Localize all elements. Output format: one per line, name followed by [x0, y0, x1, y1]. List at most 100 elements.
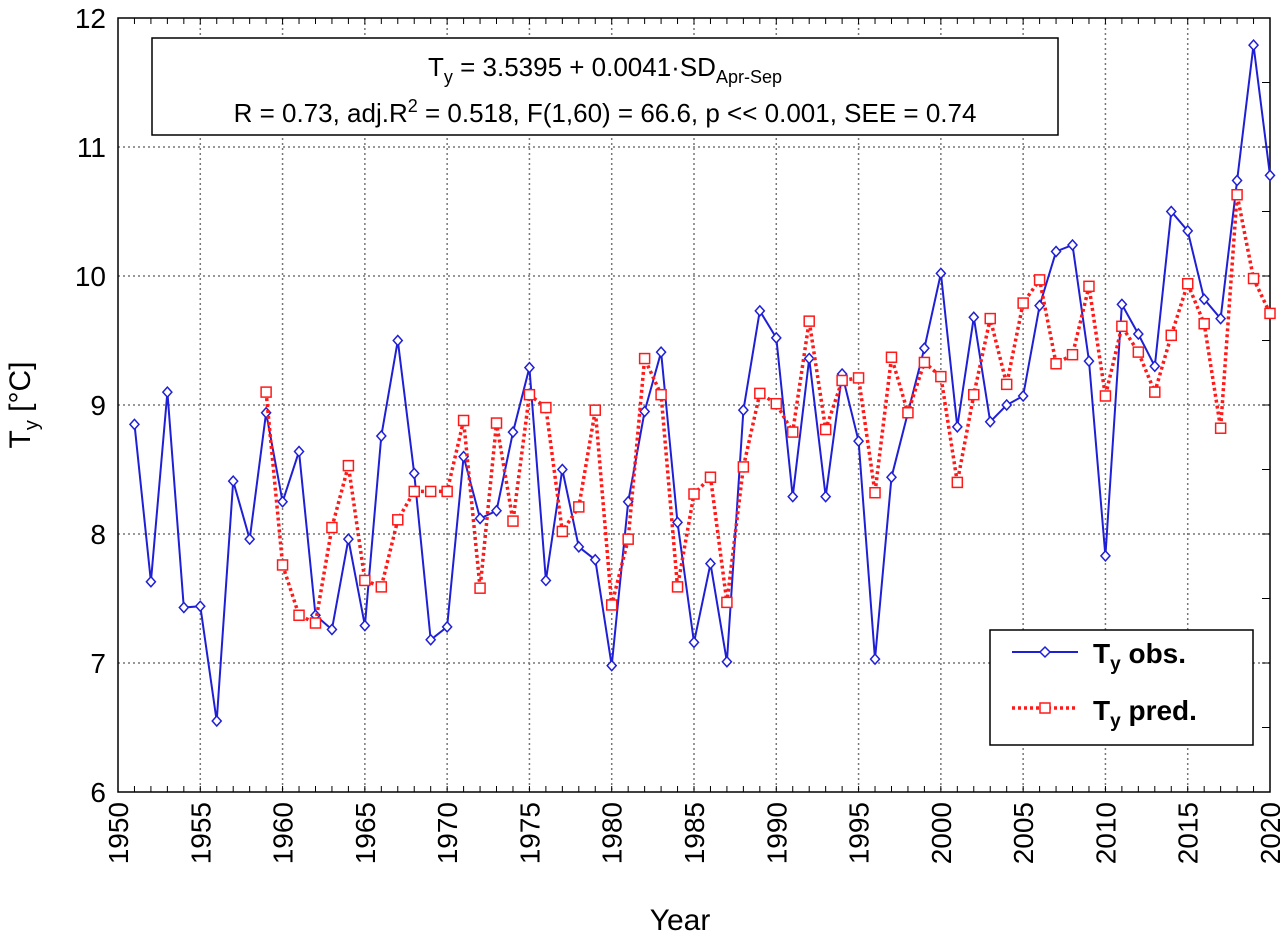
data-point-pred [1033, 274, 1046, 286]
data-point-obs [211, 714, 223, 728]
data-point-obs [918, 342, 930, 355]
data-point-pred [852, 372, 865, 384]
data-point-pred [441, 485, 453, 498]
x-tick-label: 2020 [1255, 802, 1280, 864]
regression-statistics: R = 0.73, adj.R2 = 0.518, F(1,60) = 66.6… [234, 96, 977, 128]
data-point-pred [1083, 280, 1095, 293]
data-point-obs [194, 600, 206, 613]
data-point-pred [655, 388, 667, 401]
y-tick-label: 9 [90, 390, 106, 421]
data-point-obs [573, 540, 585, 554]
data-point-obs [704, 557, 716, 570]
data-point-obs [540, 574, 552, 587]
data-point-pred [540, 401, 552, 414]
data-point-pred [523, 388, 536, 401]
data-point-obs [1067, 238, 1079, 252]
data-point-obs [1116, 298, 1128, 311]
data-point-pred [293, 609, 305, 622]
data-point-pred [968, 388, 980, 401]
data-point-obs [392, 334, 404, 347]
data-point-pred [424, 485, 437, 498]
legend-obs-marker [1038, 645, 1052, 659]
data-point-pred [1214, 422, 1227, 434]
data-point-pred [342, 459, 355, 472]
data-point-obs [474, 512, 486, 525]
data-point-obs [787, 490, 799, 503]
data-point-obs [507, 425, 519, 439]
data-point-obs [721, 655, 733, 668]
x-tick-label: 1985 [679, 802, 710, 864]
data-point-pred [276, 559, 289, 571]
data-point-obs [1182, 224, 1194, 237]
data-point-pred [1066, 348, 1079, 361]
data-point-pred [869, 486, 881, 499]
data-point-pred [507, 515, 519, 527]
data-point-obs [737, 404, 749, 417]
x-axis-label: Year [650, 904, 711, 937]
regression-equation: Ty = 3.5395 + 0.0041·SDApr-Sep [428, 52, 782, 87]
data-point-obs [1165, 205, 1177, 218]
data-point-obs [1083, 355, 1095, 368]
data-point-pred [556, 525, 569, 538]
x-tick-label: 2015 [1173, 802, 1204, 864]
x-tick-label: 1965 [350, 802, 381, 864]
y-tick-label: 6 [90, 777, 106, 808]
data-point-obs [589, 553, 601, 566]
data-point-obs [244, 533, 256, 546]
data-point-pred [754, 387, 766, 400]
data-point-obs [853, 434, 865, 448]
data-point-pred [490, 417, 503, 429]
data-point-obs [869, 653, 881, 666]
data-point-pred [836, 374, 848, 387]
data-point-obs [408, 467, 420, 480]
data-point-obs [606, 659, 618, 672]
series-line-0 [133, 44, 1271, 722]
data-point-obs [770, 331, 782, 345]
data-point-pred [737, 461, 750, 473]
data-point-pred [392, 514, 404, 526]
data-point-obs [1231, 174, 1243, 187]
data-point-obs [359, 619, 371, 632]
data-point-obs [277, 495, 289, 508]
y-tick-label: 10 [75, 261, 106, 292]
annotation-box: Ty = 3.5395 + 0.0041·SDApr-Sep R = 0.73,… [151, 37, 1059, 136]
data-point-pred [902, 406, 914, 419]
x-tick-label: 1980 [597, 802, 628, 864]
data-point-pred [1132, 346, 1145, 358]
data-point-obs [803, 352, 815, 365]
data-point-pred [589, 404, 602, 416]
series-line-1 [264, 194, 1272, 626]
y-tick-label: 7 [90, 648, 106, 679]
data-point-pred [721, 596, 733, 609]
x-tick-label: 2010 [1090, 802, 1121, 864]
data-point-obs [1149, 360, 1161, 373]
x-tick-label: 1950 [103, 802, 134, 864]
data-point-pred [803, 315, 815, 327]
y-axis-label: Ty [°C] [4, 362, 43, 449]
x-tick-label: 1995 [844, 802, 875, 864]
data-point-pred [326, 521, 338, 534]
data-point-pred [1116, 320, 1128, 333]
x-tick-label: 1955 [185, 802, 216, 864]
data-point-obs [688, 636, 700, 649]
x-tick-label: 1960 [268, 802, 299, 864]
data-point-pred [786, 426, 799, 438]
data-point-pred [1149, 386, 1161, 398]
data-point-obs [951, 420, 963, 434]
data-point-pred [1181, 277, 1194, 290]
ticks: 1950 1955 1960 1965 1970 1975 1980 1985 1990 1995… [75, 3, 1280, 864]
data-point-obs [1050, 245, 1062, 258]
grid [118, 18, 1270, 792]
data-point-obs [293, 445, 305, 458]
data-point-obs [1017, 389, 1029, 403]
data-point-pred [1247, 272, 1260, 285]
data-point-pred [819, 423, 832, 436]
data-point-obs [1264, 169, 1276, 182]
data-point-obs [145, 575, 157, 588]
x-tick-label: 2000 [926, 802, 957, 864]
data-point-pred [1231, 188, 1243, 201]
data-point-obs [655, 345, 667, 359]
data-point-obs [491, 504, 503, 517]
data-point-pred [622, 533, 634, 545]
